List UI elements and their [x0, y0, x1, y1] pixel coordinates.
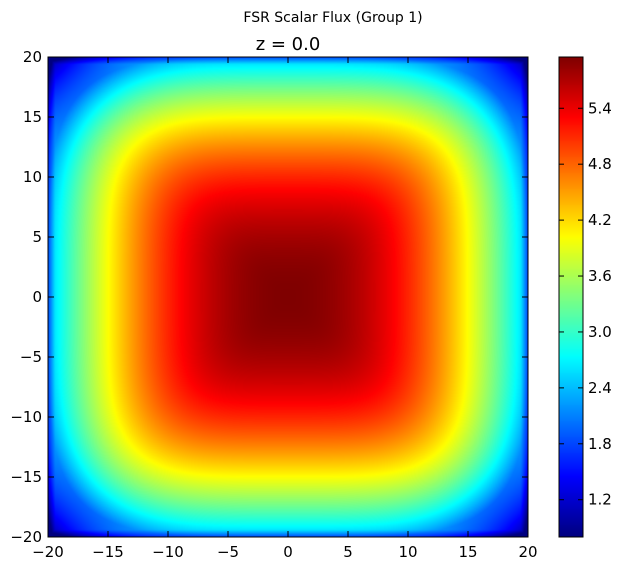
x-tick-label: −20 — [32, 543, 64, 561]
colorbar-tick-label: 4.8 — [588, 155, 612, 173]
y-tick-label: 0 — [32, 288, 42, 306]
x-tick-label: 20 — [518, 543, 537, 561]
x-axis: −20 −15 −10 −5 0 5 10 15 20 — [32, 57, 538, 561]
y-axis: 20 15 10 5 0 −5 −10 −15 −20 — [10, 48, 528, 546]
y-tick-label: 10 — [23, 168, 42, 186]
colorbar-area — [559, 57, 583, 537]
x-tick-label: −10 — [152, 543, 184, 561]
heatmap-area — [48, 57, 528, 537]
colorbar-tick-label: 1.8 — [588, 435, 612, 453]
colorbar-tick-label: 4.2 — [588, 211, 612, 229]
y-tick-label: 20 — [23, 48, 42, 66]
x-tick-label: −15 — [92, 543, 124, 561]
x-tick-label: 0 — [283, 543, 293, 561]
y-tick-label: 15 — [23, 108, 42, 126]
y-tick-label: −20 — [10, 528, 42, 546]
colorbar-tick-label: 1.2 — [588, 491, 612, 509]
colorbar-tick-label: 3.6 — [588, 267, 612, 285]
chart-suptitle: FSR Scalar Flux (Group 1) — [243, 10, 422, 26]
colorbar-tick-label: 2.4 — [588, 379, 612, 397]
colorbar-frame — [558, 56, 584, 538]
x-tick-label: 15 — [458, 543, 477, 561]
x-tick-label: 10 — [398, 543, 417, 561]
heatmap-canvas — [48, 57, 528, 537]
colorbar-ticks: 1.2 1.8 2.4 3.0 3.6 4.2 4.8 5.4 — [559, 99, 612, 509]
x-tick-label: −5 — [217, 543, 239, 561]
y-tick-label: −10 — [10, 408, 42, 426]
x-tick-label: 5 — [343, 543, 353, 561]
chart-title: z = 0.0 — [256, 34, 321, 55]
y-tick-label: 5 — [32, 228, 42, 246]
colorbar-tick-label: 3.0 — [588, 323, 612, 341]
y-tick-label: −5 — [20, 348, 42, 366]
y-tick-label: −15 — [10, 468, 42, 486]
colorbar-canvas — [559, 57, 583, 537]
colorbar-tick-label: 5.4 — [588, 99, 612, 117]
